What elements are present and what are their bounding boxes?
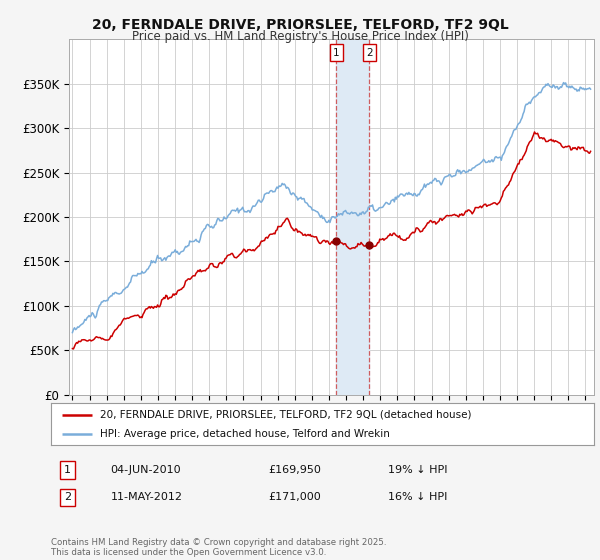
- Text: Price paid vs. HM Land Registry's House Price Index (HPI): Price paid vs. HM Land Registry's House …: [131, 30, 469, 43]
- Text: 04-JUN-2010: 04-JUN-2010: [111, 465, 181, 475]
- Text: 20, FERNDALE DRIVE, PRIORSLEE, TELFORD, TF2 9QL: 20, FERNDALE DRIVE, PRIORSLEE, TELFORD, …: [92, 18, 508, 32]
- Bar: [336, 39, 370, 395]
- Text: 11-MAY-2012: 11-MAY-2012: [111, 492, 183, 502]
- Text: 1: 1: [333, 48, 340, 58]
- Text: 19% ↓ HPI: 19% ↓ HPI: [388, 465, 447, 475]
- Text: 2: 2: [64, 492, 71, 502]
- Text: £171,000: £171,000: [268, 492, 321, 502]
- Text: HPI: Average price, detached house, Telford and Wrekin: HPI: Average price, detached house, Telf…: [100, 429, 390, 439]
- Text: 20, FERNDALE DRIVE, PRIORSLEE, TELFORD, TF2 9QL (detached house): 20, FERNDALE DRIVE, PRIORSLEE, TELFORD, …: [100, 409, 472, 419]
- Text: 2: 2: [366, 48, 373, 58]
- Text: £169,950: £169,950: [268, 465, 321, 475]
- Text: 16% ↓ HPI: 16% ↓ HPI: [388, 492, 447, 502]
- Text: 1: 1: [64, 465, 71, 475]
- Text: Contains HM Land Registry data © Crown copyright and database right 2025.
This d: Contains HM Land Registry data © Crown c…: [51, 538, 386, 557]
